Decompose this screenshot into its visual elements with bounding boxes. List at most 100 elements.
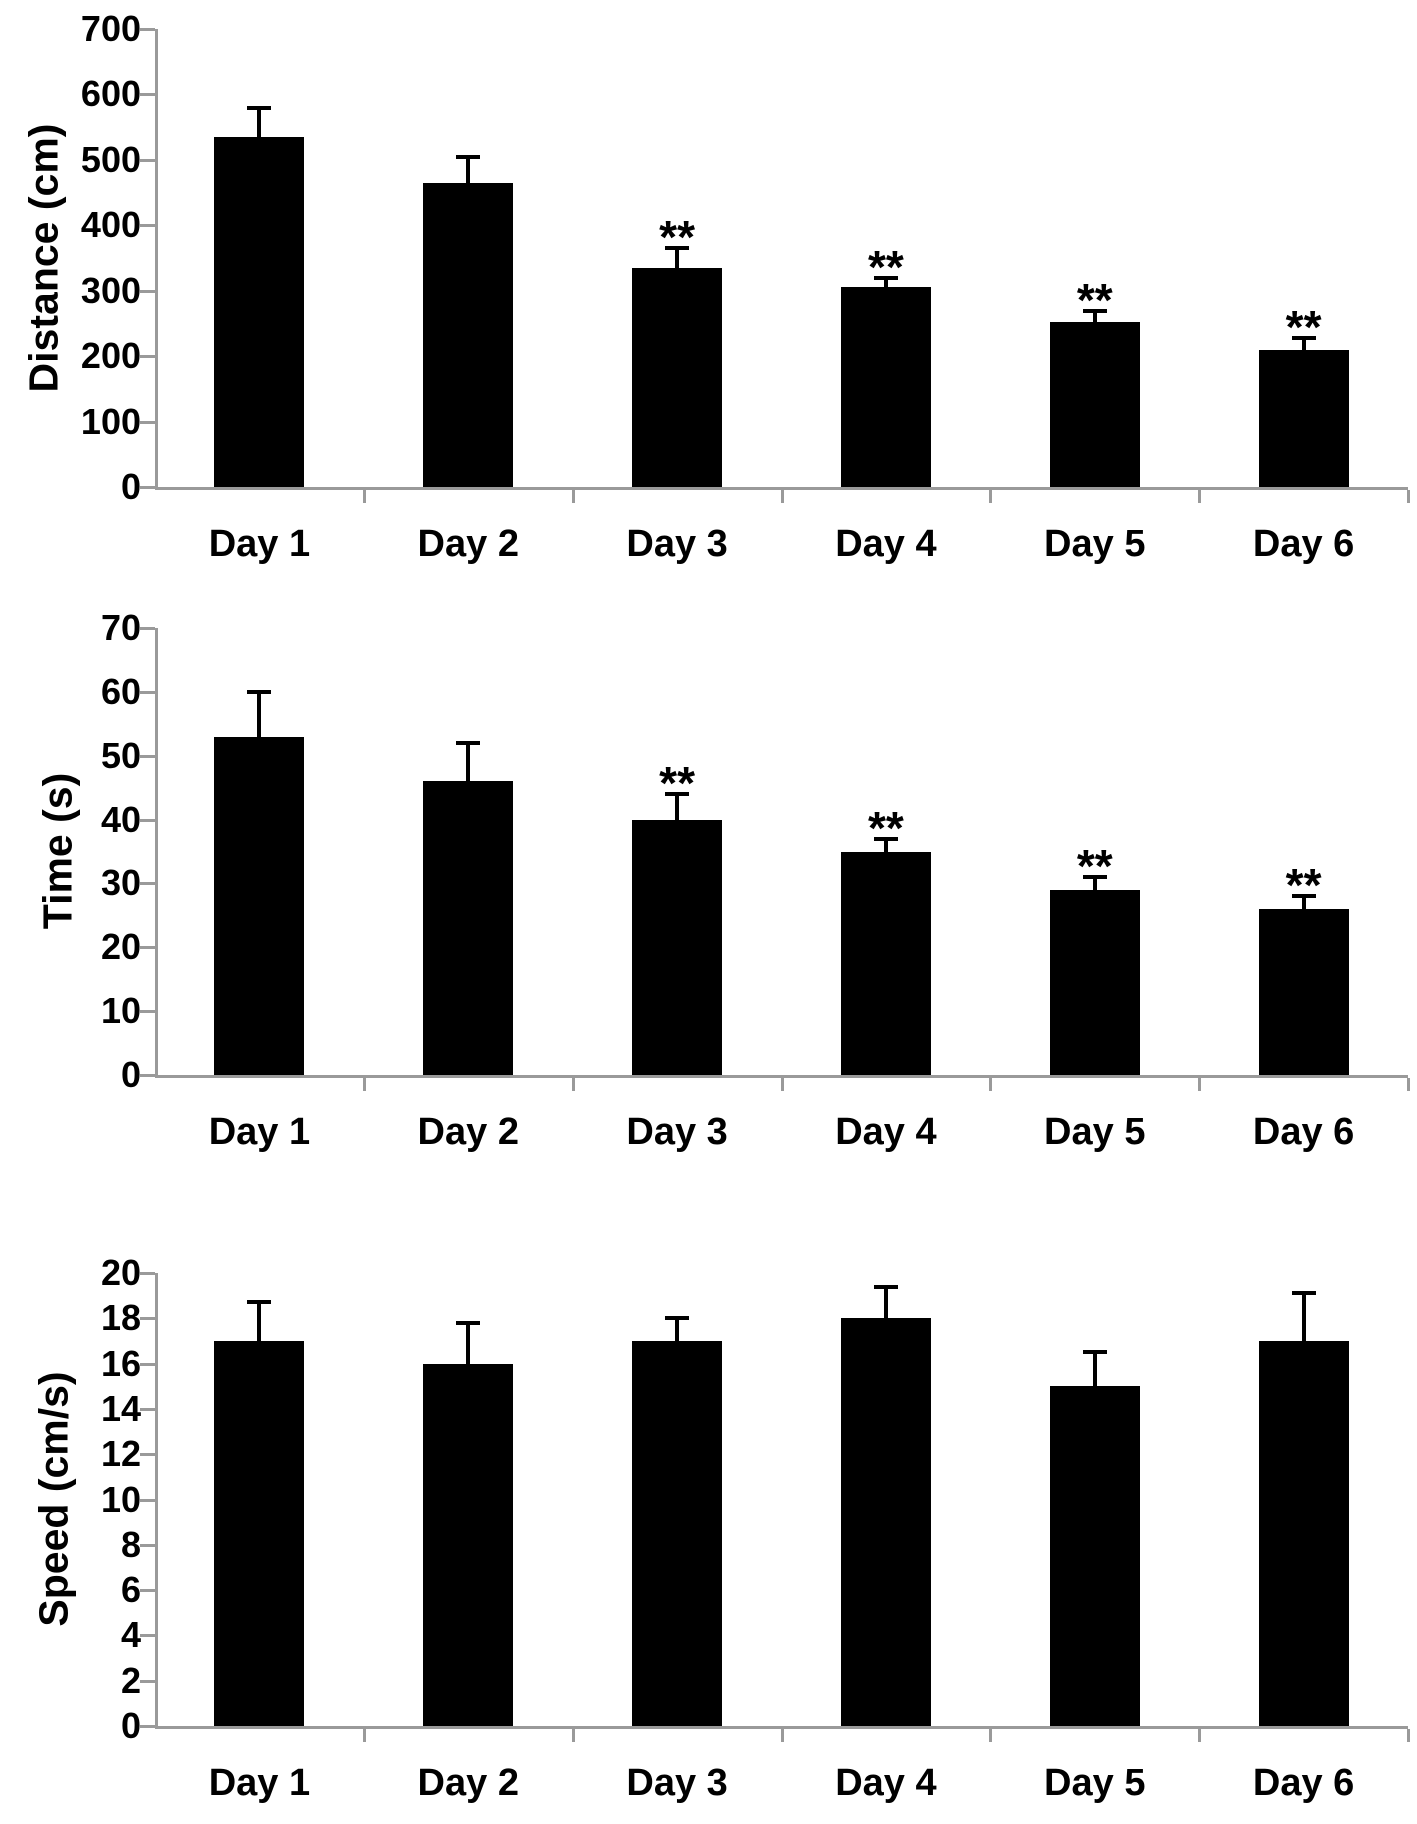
- y-tick: [140, 1589, 155, 1592]
- y-tick-label: 300: [80, 270, 141, 311]
- y-tick-label: 500: [80, 139, 141, 180]
- error-bar-cap: [1292, 1291, 1316, 1295]
- y-tick: [140, 1272, 155, 1275]
- category-tick: [363, 1078, 366, 1091]
- significance-label: **: [659, 757, 695, 809]
- x-category-label: Day 5: [1044, 523, 1146, 565]
- y-tick-label: 4: [120, 1614, 141, 1655]
- category-tick: [363, 490, 366, 503]
- bar-day-4: [841, 287, 931, 487]
- error-bar-cap: [1083, 1350, 1107, 1354]
- bar-day-4: [841, 1318, 931, 1726]
- error-bar-stem: [1093, 1352, 1097, 1388]
- error-bar-cap: [874, 276, 898, 280]
- y-tick: [140, 1680, 155, 1683]
- x-category-label: Day 4: [835, 1111, 937, 1153]
- error-bar-cap: [456, 155, 480, 159]
- y-tick: [140, 627, 155, 630]
- y-tick-label: 400: [80, 204, 141, 245]
- y-tick-label: 6: [120, 1569, 141, 1610]
- x-category-label: Day 6: [1252, 1762, 1355, 1804]
- error-bar-stem: [1093, 877, 1097, 892]
- category-tick: [1407, 1729, 1410, 1742]
- y-tick-label: 30: [100, 862, 141, 903]
- x-category-label: Day 4: [835, 523, 937, 565]
- y-tick-label: 100: [80, 401, 141, 442]
- bar-day-5: [1050, 322, 1140, 487]
- y-tick-label: 0: [120, 1054, 141, 1095]
- error-bar-cap: [1292, 336, 1316, 340]
- category-tick: [781, 1729, 784, 1742]
- error-bar-stem: [257, 1302, 261, 1343]
- bar-day-2: [423, 183, 513, 487]
- x-category-label: Day 2: [417, 1111, 519, 1153]
- error-bar-stem: [466, 157, 470, 185]
- y-tick: [140, 1544, 155, 1547]
- y-tick-label: 16: [100, 1343, 141, 1384]
- x-category-label: Day 3: [626, 1111, 728, 1153]
- y-tick: [140, 224, 155, 227]
- error-bar-cap: [665, 1316, 689, 1320]
- bar-day-2: [423, 1364, 513, 1726]
- x-category-label: Day 4: [835, 1762, 937, 1804]
- category-tick: [572, 1078, 575, 1091]
- y-tick-label: 0: [120, 1705, 141, 1746]
- y-tick: [140, 1010, 155, 1013]
- bar-day-5: [1050, 890, 1140, 1075]
- error-bar-cap: [456, 741, 480, 745]
- bar-day-3: [632, 1341, 722, 1726]
- x-axis-line: [155, 1075, 1408, 1078]
- error-bar-stem: [257, 692, 261, 739]
- error-bar-stem: [675, 248, 679, 270]
- category-tick: [1198, 490, 1201, 503]
- bar-day-6: [1259, 350, 1349, 487]
- y-tick: [140, 691, 155, 694]
- category-tick: [1198, 1078, 1201, 1091]
- x-category-label: Day 5: [1044, 1762, 1146, 1804]
- error-bar-cap: [665, 792, 689, 796]
- error-bar-cap: [665, 246, 689, 250]
- significance-label: **: [1076, 840, 1113, 892]
- y-tick: [140, 1317, 155, 1320]
- x-category-label: Day 2: [417, 1762, 519, 1804]
- bar-day-1: [214, 137, 304, 487]
- x-category-label: Day 2: [417, 523, 519, 565]
- error-bar-cap: [247, 690, 271, 694]
- error-bar-cap: [247, 1300, 271, 1304]
- x-category-label: Day 6: [1252, 523, 1355, 565]
- bar-day-1: [214, 1341, 304, 1726]
- x-category-label: Day 1: [208, 1762, 311, 1804]
- y-tick-label: 12: [100, 1433, 141, 1474]
- y-tick-label: 18: [100, 1297, 141, 1338]
- y-tick-label: 60: [100, 671, 141, 712]
- y-tick: [140, 421, 155, 424]
- category-tick: [1407, 1078, 1410, 1091]
- y-tick: [140, 159, 155, 162]
- category-tick: [781, 490, 784, 503]
- y-tick-label: 10: [100, 990, 141, 1031]
- bar-day-6: [1259, 1341, 1349, 1726]
- category-tick: [1198, 1729, 1201, 1742]
- y-tick: [140, 290, 155, 293]
- category-tick: [781, 1078, 784, 1091]
- y-tick: [140, 28, 155, 31]
- y-tick-label: 700: [80, 8, 141, 49]
- y-tick-label: 10: [100, 1479, 141, 1520]
- y-tick: [140, 1453, 155, 1456]
- y-tick: [140, 93, 155, 96]
- category-tick: [572, 490, 575, 503]
- error-bar-cap: [456, 1321, 480, 1325]
- x-category-label: Day 5: [1044, 1111, 1146, 1153]
- y-tick: [140, 882, 155, 885]
- x-axis-line: [155, 1726, 1408, 1729]
- significance-label: **: [868, 802, 904, 854]
- category-tick: [989, 490, 992, 503]
- error-bar-stem: [466, 743, 470, 783]
- error-bar-stem: [1302, 338, 1306, 352]
- error-bar-stem: [884, 1287, 888, 1320]
- x-category-label: Day 3: [626, 523, 728, 565]
- y-tick-label: 20: [100, 926, 141, 967]
